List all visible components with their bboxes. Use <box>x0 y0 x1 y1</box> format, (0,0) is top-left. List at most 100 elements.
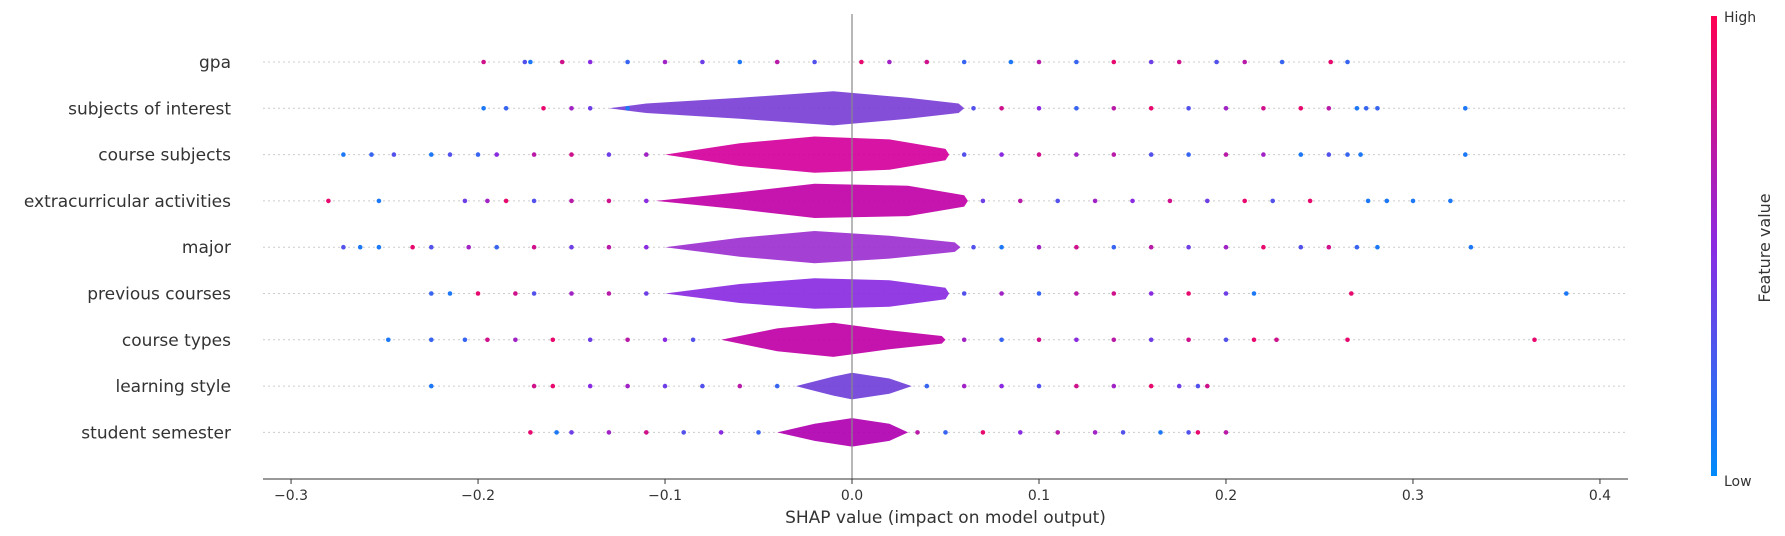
violin-body <box>721 322 946 357</box>
data-point <box>1148 59 1154 65</box>
x-tick-label: −0.2 <box>461 488 495 504</box>
data-point <box>1251 337 1257 343</box>
data-point <box>503 198 509 204</box>
data-point <box>1384 198 1390 204</box>
data-point <box>569 291 574 296</box>
data-point <box>690 337 696 343</box>
data-point <box>980 198 986 204</box>
data-point <box>1410 198 1416 204</box>
data-point <box>1345 337 1350 343</box>
data-point <box>1008 59 1014 65</box>
data-point <box>887 59 892 65</box>
data-point <box>1092 198 1098 204</box>
data-point <box>1148 291 1154 296</box>
data-point <box>462 337 468 343</box>
data-point <box>569 106 574 111</box>
data-point <box>569 198 574 204</box>
data-point <box>528 430 533 435</box>
data-point <box>1358 152 1363 157</box>
data-point <box>961 59 967 65</box>
data-point <box>1242 59 1247 65</box>
data-point <box>1205 198 1210 204</box>
data-point <box>606 198 612 204</box>
data-point <box>528 59 533 65</box>
data-point <box>1463 106 1468 111</box>
data-point <box>1111 59 1117 65</box>
data-point <box>1298 106 1304 111</box>
data-point <box>606 152 612 157</box>
data-point <box>1186 430 1191 435</box>
feature-label: course subjects <box>98 146 231 166</box>
data-point <box>1363 106 1369 111</box>
data-point <box>1251 291 1257 296</box>
data-point <box>1074 106 1079 111</box>
data-point <box>812 59 817 65</box>
data-point <box>1205 383 1210 389</box>
data-point <box>1176 59 1182 65</box>
data-point <box>1074 244 1079 250</box>
data-point <box>1274 337 1279 343</box>
data-point <box>1074 59 1079 65</box>
data-point <box>1307 198 1313 204</box>
data-point <box>625 383 630 389</box>
data-point <box>587 59 593 65</box>
data-point <box>462 198 468 204</box>
data-point <box>531 152 537 157</box>
feature-label: previous courses <box>87 285 231 305</box>
violin-body <box>665 231 961 264</box>
x-tick-label: 0.0 <box>841 488 863 504</box>
data-point <box>429 244 434 250</box>
data-point <box>1120 430 1126 435</box>
data-point <box>971 244 976 250</box>
data-point <box>326 198 331 204</box>
data-point <box>1036 383 1042 389</box>
data-point <box>1564 291 1569 296</box>
data-point <box>1223 106 1229 111</box>
data-point <box>1158 430 1163 435</box>
data-point <box>1354 106 1360 111</box>
data-point <box>1186 152 1191 157</box>
data-point <box>1345 152 1350 157</box>
data-point <box>999 337 1004 343</box>
data-point <box>410 244 415 250</box>
data-point <box>1326 244 1332 250</box>
data-point <box>522 59 528 65</box>
data-point <box>1223 152 1229 157</box>
data-point <box>625 106 630 111</box>
data-point <box>1223 291 1229 296</box>
data-point <box>447 291 453 296</box>
data-point <box>550 337 556 343</box>
data-point <box>924 59 930 65</box>
data-point <box>999 244 1004 250</box>
data-point <box>1036 106 1042 111</box>
data-point <box>1365 198 1371 204</box>
x-tick-label: 0.4 <box>1589 488 1611 504</box>
data-point <box>1261 244 1266 250</box>
data-point <box>1186 106 1191 111</box>
data-point <box>531 198 537 204</box>
x-tick-label: −0.3 <box>274 488 308 504</box>
data-point <box>386 337 391 343</box>
data-point <box>494 244 500 250</box>
data-point <box>569 430 574 435</box>
feature-label: extracurricular activities <box>24 192 231 212</box>
data-point <box>513 291 518 296</box>
violin-body <box>777 418 909 447</box>
data-point <box>606 244 612 250</box>
data-point <box>485 337 490 343</box>
data-point <box>1223 337 1229 343</box>
data-point <box>569 152 574 157</box>
data-point <box>1167 198 1173 204</box>
data-point <box>1214 59 1219 65</box>
data-point <box>1328 59 1333 65</box>
data-point <box>915 430 920 435</box>
data-point <box>475 152 481 157</box>
x-tick-label: 0.3 <box>1402 488 1424 504</box>
data-point <box>999 106 1004 111</box>
data-point <box>587 106 593 111</box>
x-axis-ticks: −0.3 −0.2 −0.1 0.0 0.1 0.2 0.3 0.4 <box>274 479 1611 504</box>
data-point <box>1186 337 1191 343</box>
data-point <box>429 383 434 389</box>
data-point <box>606 430 612 435</box>
x-tick-label: 0.2 <box>1215 488 1237 504</box>
